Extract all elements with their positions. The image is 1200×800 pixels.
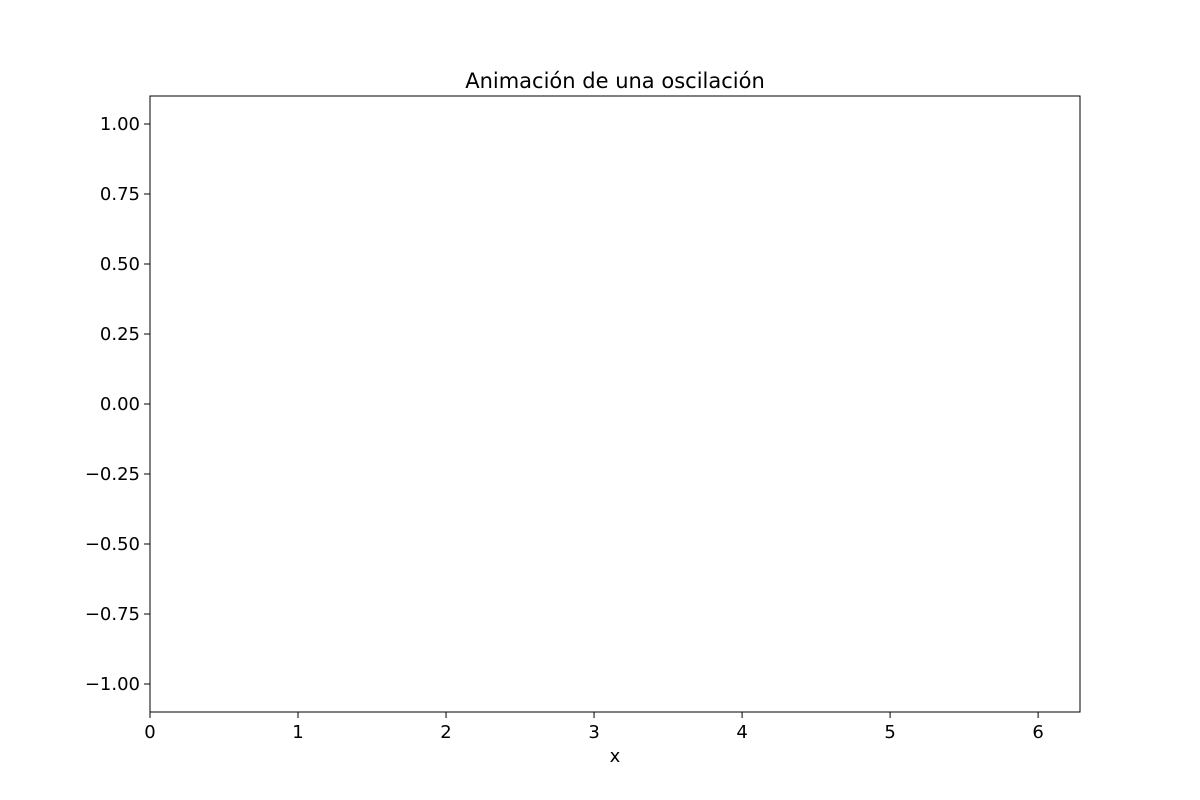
x-tick-label: 5 (884, 722, 895, 743)
y-tick-label: −0.25 (85, 464, 140, 485)
y-tick-label: −1.00 (85, 674, 140, 695)
y-axis: 1.00 0.75 0.50 0.25 0.00 −0.25 −0.50 −0.75 −1.00 (85, 114, 150, 695)
x-tick-label: 4 (736, 722, 747, 743)
y-tick-label: −0.50 (85, 534, 140, 555)
y-tick-label: −0.75 (85, 604, 140, 625)
x-axis: 0 1 2 3 4 5 6 (144, 712, 1044, 743)
x-axis-label: x (610, 746, 621, 767)
y-tick-label: 0.50 (100, 254, 140, 275)
x-tick-label: 1 (292, 722, 303, 743)
x-tick-label: 3 (588, 722, 599, 743)
plot-background (150, 96, 1080, 712)
y-tick-label: 0.75 (100, 184, 140, 205)
x-tick-label: 2 (440, 722, 451, 743)
plot-area (149, 95, 1081, 713)
y-tick-label: 1.00 (100, 114, 140, 135)
x-tick-label: 6 (1032, 722, 1043, 743)
y-tick-label: 0.00 (100, 394, 140, 415)
x-tick-label: 0 (144, 722, 155, 743)
y-tick-label: 0.25 (100, 324, 140, 345)
chart-title: Animación de una oscilación (465, 69, 765, 93)
